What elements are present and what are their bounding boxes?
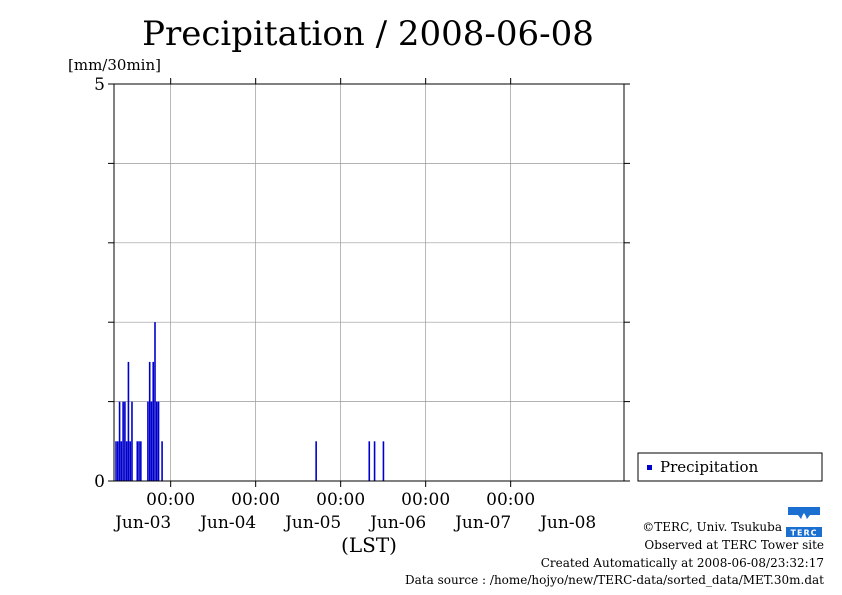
- precipitation-bar: [117, 441, 119, 481]
- precipitation-bar: [124, 401, 126, 481]
- y-axis-unit-label: [mm/30min]: [68, 56, 161, 74]
- precipitation-bar: [157, 401, 160, 481]
- created-text: Created Automatically at 2008-06-08/23:3…: [540, 556, 824, 570]
- legend-box: [637, 452, 823, 482]
- precipitation-bar: [140, 441, 142, 481]
- legend-label: Precipitation: [660, 458, 759, 476]
- precipitation-bar: [368, 441, 371, 481]
- terc-logo-text: TERC: [791, 529, 818, 538]
- x-tick-date-label: Jun-08: [538, 513, 596, 533]
- axis-ticks: [108, 78, 630, 487]
- precipitation-bar: [138, 441, 140, 481]
- x-tick-time-label: 00:00: [401, 490, 450, 510]
- x-tick-time-label: 00:00: [316, 490, 365, 510]
- precipitation-bar: [373, 441, 376, 481]
- precipitation-bar: [115, 441, 117, 481]
- y-tick-label: 0: [94, 472, 105, 492]
- legend-swatch: [647, 465, 652, 470]
- x-tick-date-label: Jun-05: [283, 513, 341, 533]
- precipitation-bar: [382, 441, 385, 481]
- y-tick-label: 5: [94, 75, 105, 95]
- x-tick-date-label: Jun-03: [113, 513, 171, 533]
- data-source-text: Data source : /home/hojyo/new/TERC-data/…: [405, 573, 824, 587]
- precipitation-bar: [154, 322, 156, 481]
- precipitation-bar: [161, 441, 163, 481]
- precipitation-bar: [125, 441, 128, 481]
- x-tick-date-label: Jun-07: [453, 513, 511, 533]
- legend: Precipitation: [637, 452, 823, 482]
- precipitation-bar: [150, 401, 153, 481]
- precipitation-bar: [127, 361, 130, 481]
- axis-labels: 0 5 00:00 00:00 00:00 00:00 00:00 Jun-03 Jun-04 J…: [94, 75, 596, 533]
- grid-lines: [114, 84, 624, 481]
- precipitation-bar: [315, 441, 317, 481]
- terc-logo-icon: TERC: [784, 503, 824, 539]
- precipitation-bar: [118, 401, 121, 481]
- precipitation-bar: [131, 401, 133, 481]
- copyright-text: ©TERC, Univ. Tsukuba: [642, 520, 782, 534]
- precipitation-bar: [147, 401, 149, 481]
- precipitation-bar: [129, 441, 132, 481]
- x-tick-time-label: 00:00: [486, 490, 535, 510]
- chart-title: Precipitation / 2008-06-08: [142, 14, 594, 54]
- observed-text: Observed at TERC Tower site: [644, 538, 824, 552]
- precipitation-bar: [136, 441, 139, 481]
- precipitation-bar: [152, 361, 155, 481]
- precipitation-bar: [148, 361, 151, 481]
- precipitation-bar: [120, 441, 123, 481]
- x-tick-date-label: Jun-06: [368, 513, 426, 533]
- x-tick-date-label: Jun-04: [198, 513, 256, 533]
- precipitation-bar: [155, 401, 158, 481]
- precipitation-bar: [122, 401, 124, 481]
- x-tick-time-label: 00:00: [146, 490, 195, 510]
- x-tick-time-label: 00:00: [231, 490, 280, 510]
- plot-frame: [113, 83, 625, 482]
- bar-series: [115, 322, 385, 481]
- x-axis-label: (LST): [341, 533, 397, 557]
